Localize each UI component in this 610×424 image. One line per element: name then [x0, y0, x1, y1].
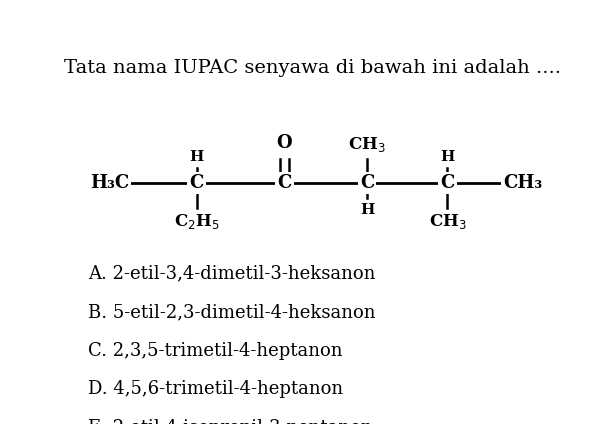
Text: Tata nama IUPAC senyawa di bawah ini adalah ....: Tata nama IUPAC senyawa di bawah ini ada…	[64, 59, 561, 77]
Text: D. 4,5,6-trimetil-4-heptanon: D. 4,5,6-trimetil-4-heptanon	[88, 380, 343, 398]
Text: H: H	[360, 203, 374, 217]
Text: C: C	[360, 174, 374, 192]
Text: B. 5-etil-2,3-dimetil-4-heksanon: B. 5-etil-2,3-dimetil-4-heksanon	[88, 303, 376, 321]
Text: A. 2-etil-3,4-dimetil-3-heksanon: A. 2-etil-3,4-dimetil-3-heksanon	[88, 265, 375, 283]
Text: C: C	[440, 174, 454, 192]
Text: C: C	[190, 174, 204, 192]
Text: H: H	[190, 150, 204, 164]
Text: CH₃: CH₃	[503, 174, 543, 192]
Text: H₃C: H₃C	[90, 174, 129, 192]
Text: C: C	[277, 174, 292, 192]
Text: O: O	[276, 134, 292, 152]
Text: CH$_3$: CH$_3$	[429, 212, 466, 232]
Text: C. 2,3,5-trimetil-4-heptanon: C. 2,3,5-trimetil-4-heptanon	[88, 342, 343, 360]
Text: C$_2$H$_5$: C$_2$H$_5$	[174, 212, 220, 232]
Text: CH$_3$: CH$_3$	[348, 135, 386, 154]
Text: H: H	[440, 150, 454, 164]
Text: E. 2-etil-4-isopropil-3-pentanon: E. 2-etil-4-isopropil-3-pentanon	[88, 419, 373, 424]
